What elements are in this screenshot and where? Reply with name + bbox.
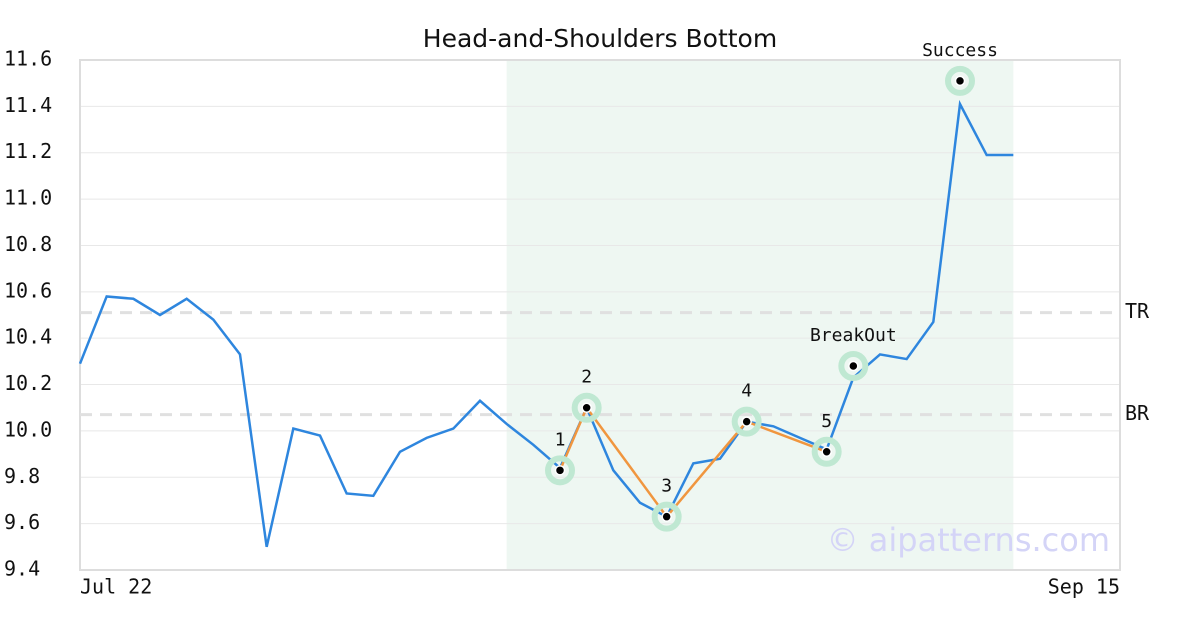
y-tick-label: 11.2 (4, 139, 52, 163)
annotation-label: BreakOut (810, 325, 897, 346)
y-tick-label: 9.8 (4, 464, 40, 488)
y-tick-label: 10.4 (4, 325, 52, 349)
pattern-point (554, 465, 566, 476)
x-tick-label: Jul 22 (80, 575, 152, 599)
level-label: BR (1125, 401, 1150, 425)
pattern-label: 4 (741, 381, 752, 402)
pattern-halo (545, 455, 575, 486)
y-tick-label: 10.0 (4, 417, 52, 441)
pattern-label: 1 (555, 429, 566, 450)
pattern-halo (731, 406, 762, 437)
pattern-label: 3 (661, 476, 672, 497)
y-tick-label: 9.4 (4, 557, 40, 581)
pattern-label: 5 (821, 411, 832, 432)
annotation-halo (945, 65, 975, 96)
annotation-point (848, 360, 859, 372)
x-tick-label: Sep 15 (1048, 575, 1120, 599)
plot-border (79, 59, 1121, 571)
y-tick-label: 11.6 (4, 47, 52, 71)
level-label: TR (1125, 299, 1150, 323)
pattern-halo (571, 392, 602, 423)
pattern-point (821, 446, 832, 458)
pattern-halo (811, 436, 842, 467)
annotation-halo (838, 351, 869, 381)
pattern-halo (651, 501, 682, 532)
annotation-label: Success (922, 40, 998, 61)
watermark: © aipatterns.com (827, 521, 1110, 559)
price-line (78, 99, 1014, 548)
y-tick-label: 11.4 (4, 93, 52, 117)
pattern-label: 2 (581, 367, 592, 388)
y-tick-label: 10.2 (4, 371, 52, 395)
pattern-point (741, 416, 752, 427)
y-tick-label: 10.8 (4, 232, 52, 256)
y-tick-label: 10.6 (4, 278, 52, 302)
chart-title: Head-and-Shoulders Bottom (423, 24, 777, 53)
annotation-point (954, 75, 966, 87)
pattern-point (661, 511, 672, 522)
y-tick-label: 11.0 (4, 186, 52, 210)
y-tick-label: 9.6 (4, 510, 40, 534)
pattern-point (581, 402, 592, 413)
pattern-region (506, 60, 1014, 570)
